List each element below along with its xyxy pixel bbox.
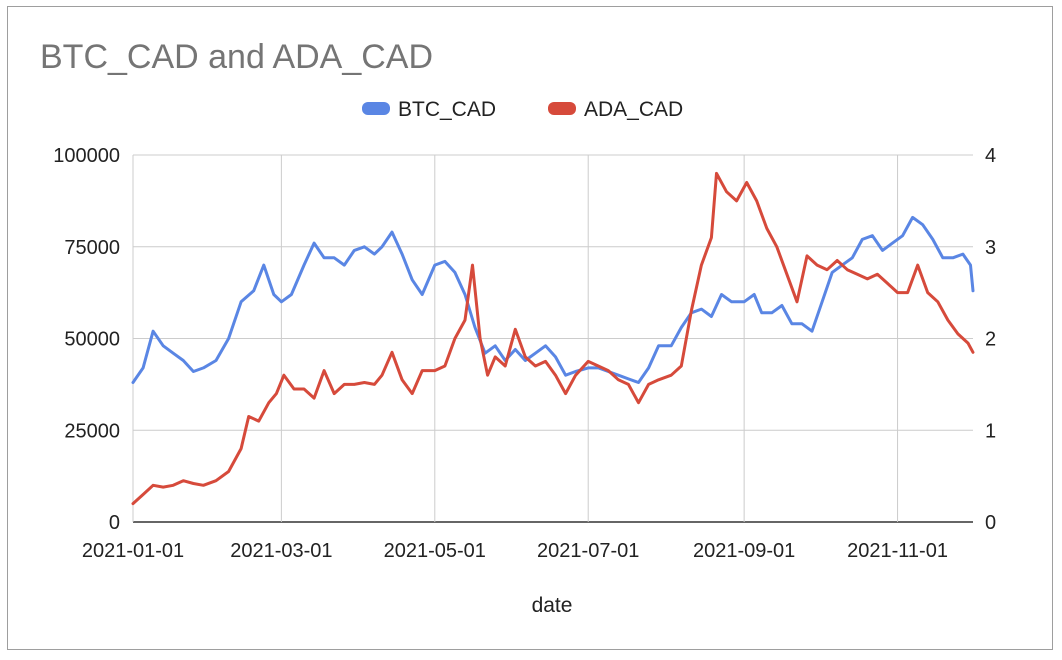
x-tick-label: 2021-09-01 [693,540,795,562]
x-tick-label: 2021-01-01 [82,540,184,562]
series-layer [131,171,975,506]
chart-title: BTC_CAD and ADA_CAD [40,38,433,76]
y-left-tick-label: 75000 [64,237,120,259]
y-right-tick-label: 1 [985,420,996,442]
x-axis-title: date [532,594,573,617]
legend-label-btc: BTC_CAD [398,98,496,121]
y-right-tick-label: 2 [985,329,996,351]
x-tick-label: 2021-03-01 [230,540,332,562]
gridlines [132,154,973,523]
legend-label-ada: ADA_CAD [584,98,683,121]
y-left-tick-label: 25000 [64,420,120,442]
y-left-tick-label: 100000 [53,145,120,167]
y-left-tick-label: 0 [109,512,120,534]
y-right-tick-label: 3 [985,237,996,259]
legend: BTC_CAD ADA_CAD [362,98,683,121]
legend-swatch-btc [362,102,390,115]
y-left-tick-label: 50000 [64,329,120,351]
x-tick-label: 2021-07-01 [537,540,639,562]
axes: 0 25000 50000 75000 100000 0 1 2 3 4 2021-01-01 202… [53,145,996,562]
x-tick-label: 2021-11-01 [847,540,948,562]
y-right-tick-label: 4 [985,145,996,167]
series-line-btc-cad [131,215,975,384]
y-right-tick-label: 0 [985,512,996,534]
x-tick-label: 2021-05-01 [384,540,486,562]
legend-swatch-ada [548,102,576,115]
chart-frame [7,6,1053,650]
series-line-ada-cad [131,171,975,506]
